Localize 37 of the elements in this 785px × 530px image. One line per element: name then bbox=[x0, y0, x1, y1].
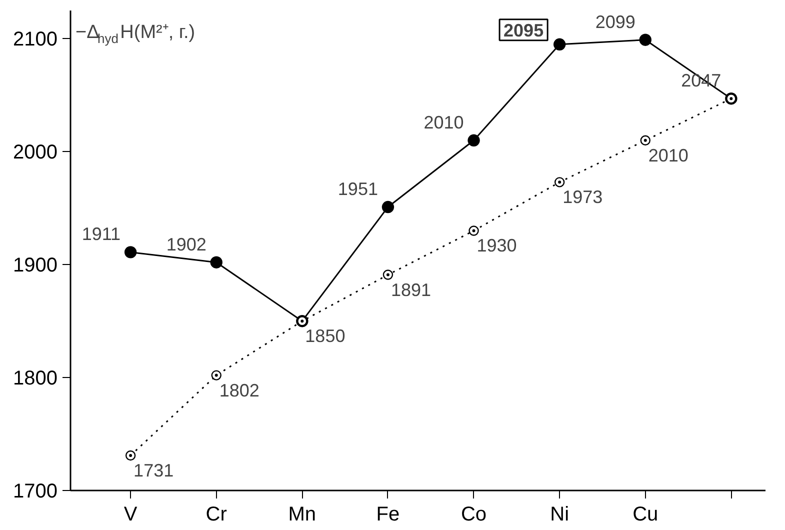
point bbox=[468, 226, 479, 236]
data-label: 1891 bbox=[390, 280, 432, 300]
data-label: 1973 bbox=[562, 187, 603, 208]
data-label: 1731 bbox=[134, 460, 174, 480]
data-label: 2099 bbox=[595, 12, 636, 32]
y-tick-label: 2000 bbox=[13, 142, 58, 164]
x-tick-label: Cu bbox=[632, 504, 658, 526]
point bbox=[554, 177, 565, 188]
x-tick-label: Co bbox=[460, 504, 487, 526]
data-label: 1930 bbox=[476, 236, 517, 256]
point bbox=[125, 450, 136, 461]
data-label: 1802 bbox=[219, 380, 260, 400]
x-tick-label: Mn bbox=[288, 504, 316, 526]
point bbox=[640, 135, 650, 146]
y-tick-label: 2100 bbox=[13, 28, 58, 51]
data-label: 1850 bbox=[305, 326, 346, 346]
point bbox=[382, 200, 394, 214]
annotation: 2095 bbox=[504, 20, 544, 40]
x-tick-label: Cr bbox=[206, 504, 228, 526]
data-label: 1911 bbox=[82, 224, 121, 244]
x-tick-label: Fe bbox=[376, 504, 400, 526]
point bbox=[468, 134, 480, 146]
point bbox=[382, 270, 394, 280]
y-tick-label: 1800 bbox=[13, 368, 58, 390]
y-tick-label: 1700 bbox=[13, 480, 58, 502]
x-tick-label: V bbox=[124, 504, 138, 526]
y-tick-label: 1900 bbox=[13, 254, 58, 277]
point bbox=[553, 38, 566, 50]
data-label: 1951 bbox=[338, 179, 378, 200]
point bbox=[210, 256, 222, 268]
point bbox=[124, 246, 137, 258]
data-label: 2010 bbox=[424, 112, 464, 132]
point bbox=[211, 370, 222, 380]
data-label: 2010 bbox=[648, 145, 688, 166]
data-label: 1902 bbox=[166, 234, 206, 254]
point bbox=[639, 34, 652, 46]
x-tick-label: Ni bbox=[550, 504, 570, 526]
